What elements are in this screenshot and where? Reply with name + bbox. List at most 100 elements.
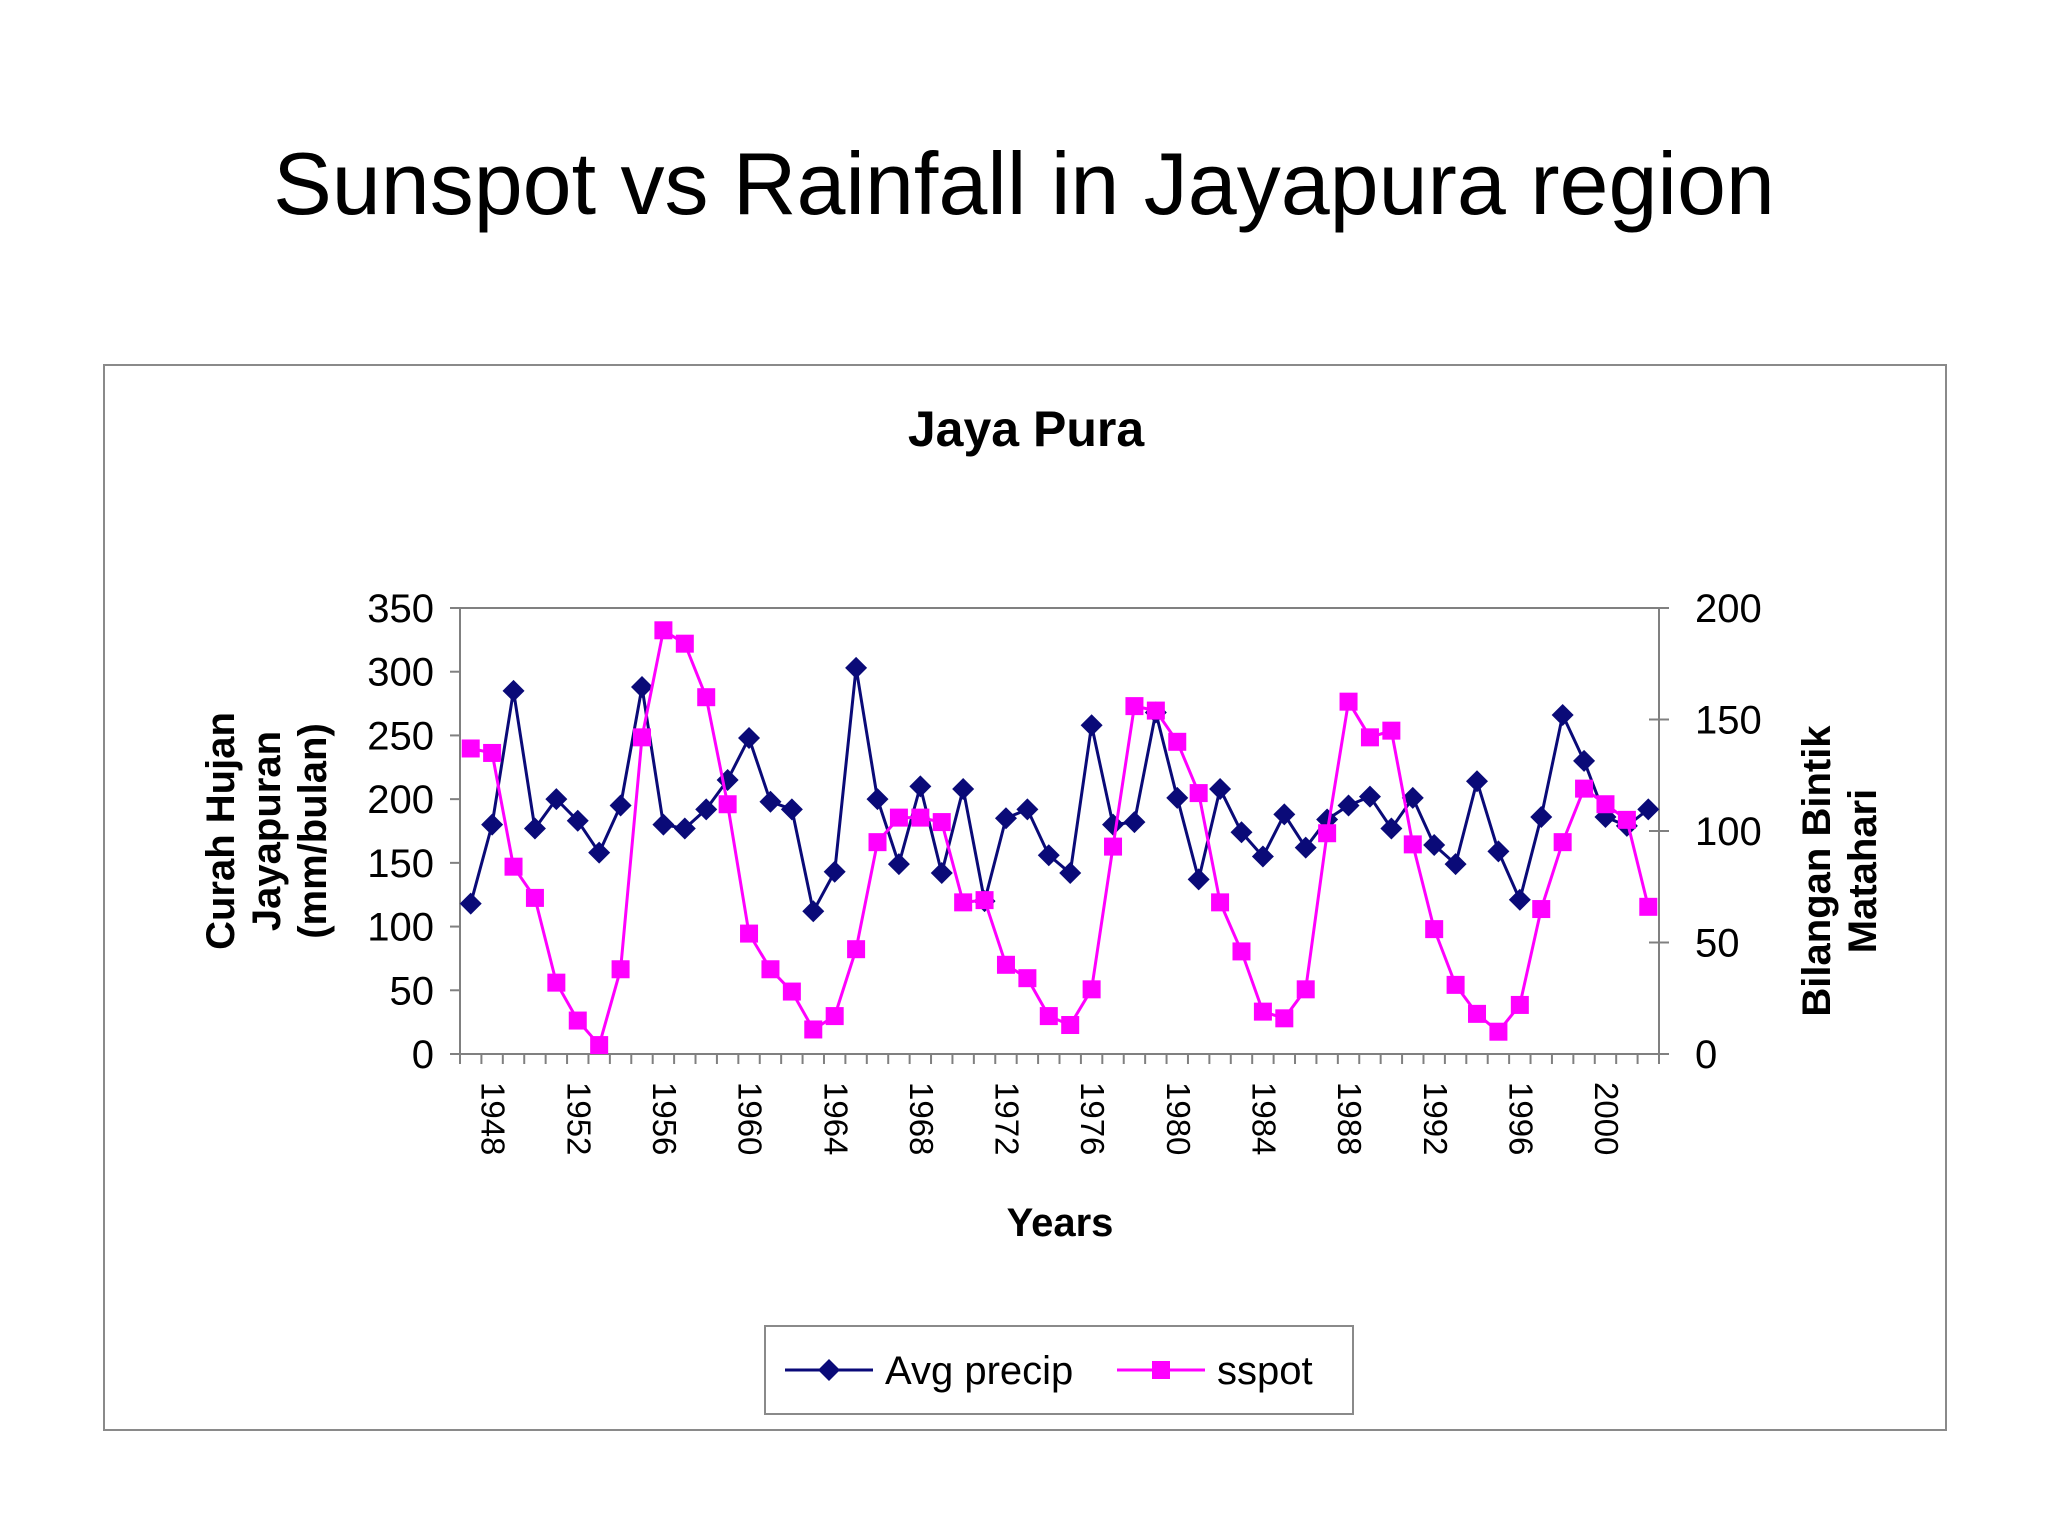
data-point: [1318, 824, 1337, 843]
legend-label: Avg precip: [885, 1349, 1073, 1393]
data-point: [1016, 798, 1039, 821]
x-tick-label: 1984: [1245, 1082, 1282, 1155]
data-point: [632, 728, 651, 747]
data-point: [1382, 721, 1401, 740]
data-point: [1018, 969, 1037, 988]
x-axis-label: Years: [1007, 1201, 1114, 1245]
data-point: [1189, 784, 1208, 803]
data-point: [1508, 888, 1531, 911]
y-tick-label: 300: [367, 651, 434, 695]
x-tick-label: 1964: [817, 1082, 854, 1155]
data-point: [1037, 844, 1060, 867]
y2-tick-label: 0: [1695, 1033, 1717, 1077]
data-point: [697, 688, 716, 707]
data-point: [1082, 980, 1101, 999]
data-point: [952, 777, 975, 800]
data-point: [740, 924, 759, 943]
data-point: [996, 955, 1015, 974]
data-point: [1489, 1022, 1508, 1041]
data-point: [525, 888, 544, 907]
data-point: [609, 794, 632, 817]
chart-frame: Jaya Pura 0 50 100 150 200 250 300 350 0 50 100 15…: [103, 364, 1947, 1431]
data-point: [1211, 893, 1230, 912]
y-axis-ticks: 0 50 100 150 200 250 300 350: [367, 587, 460, 1077]
data-point: [1596, 795, 1615, 814]
y2-tick-label: 200: [1695, 587, 1762, 631]
y-axis-label-line: Jayapuran: [245, 731, 289, 931]
y-axis-label-line: (mm/bulan): [291, 723, 335, 939]
data-point: [930, 862, 953, 885]
data-point: [825, 1007, 844, 1026]
data-point: [1061, 1016, 1080, 1035]
y-axis-label-line: Curah Hujan: [199, 712, 243, 950]
legend-item-sspot: sspot: [1117, 1349, 1313, 1393]
data-point: [954, 893, 973, 912]
data-point: [1187, 868, 1210, 891]
data-point: [911, 808, 930, 827]
data-point: [1275, 1009, 1294, 1028]
data-point: [547, 973, 566, 992]
y-tick-label: 200: [367, 778, 434, 822]
data-point: [759, 790, 782, 813]
x-axis-ticks: 1948 1952 1956 1960 1964 1968 1972 1976 1980 1984…: [459, 1054, 1660, 1155]
data-point: [1573, 749, 1596, 772]
data-point: [1401, 786, 1424, 809]
data-point: [804, 1020, 823, 1039]
data-point: [1403, 835, 1422, 854]
y2-axis-ticks: 0 50 100 150 200: [1649, 587, 1762, 1077]
data-point: [780, 798, 803, 821]
data-point: [523, 817, 546, 840]
y2-tick-label: 50: [1695, 922, 1740, 966]
data-point: [738, 726, 761, 749]
data-point: [504, 857, 523, 876]
legend: Avg precip sspot: [764, 1325, 1354, 1415]
x-tick-label: 1952: [560, 1082, 597, 1155]
data-point: [975, 891, 994, 910]
data-point: [1039, 1007, 1058, 1026]
y2-axis-label-line: Bilangan Bintik: [1795, 725, 1839, 1017]
data-point: [845, 656, 868, 679]
axes: [459, 607, 1660, 1055]
chart-svg: Jaya Pura 0 50 100 150 200 250 300 350 0 50 100 15…: [199, 401, 1885, 1415]
data-point: [1168, 732, 1187, 751]
data-point: [1360, 728, 1379, 747]
plot-border: [459, 607, 1660, 1055]
y2-axis-label: Bilangan BintikMatahari: [1795, 725, 1885, 1017]
data-point: [1468, 1004, 1487, 1023]
data-point: [1166, 786, 1189, 809]
data-point: [1423, 834, 1446, 857]
data-point: [1530, 805, 1553, 828]
data-point: [782, 982, 801, 1001]
legend-item-avg-precip: Avg precip: [785, 1349, 1073, 1393]
data-point: [889, 808, 908, 827]
y-tick-label: 350: [367, 587, 434, 631]
data-point: [1639, 897, 1658, 916]
series-layer: [459, 621, 1660, 1055]
data-point: [654, 621, 673, 640]
data-point: [1446, 975, 1465, 994]
data-point: [1551, 704, 1574, 727]
data-point: [568, 1011, 587, 1030]
x-tick-label: 1948: [475, 1082, 512, 1155]
data-point: [1358, 785, 1381, 808]
data-point: [566, 809, 589, 832]
x-tick-label: 1972: [989, 1082, 1026, 1155]
data-point: [802, 900, 825, 923]
x-tick-label: 1992: [1417, 1082, 1454, 1155]
data-point: [909, 775, 932, 798]
data-point: [1339, 692, 1358, 711]
data-point: [675, 634, 694, 653]
legend-label: sspot: [1217, 1349, 1313, 1393]
x-tick-label: 1996: [1502, 1082, 1539, 1155]
data-point: [611, 960, 630, 979]
data-point: [1637, 798, 1660, 821]
data-point: [1575, 779, 1594, 798]
data-point: [1510, 995, 1529, 1014]
data-point: [1102, 813, 1125, 836]
data-point: [545, 788, 568, 811]
data-point: [1123, 811, 1146, 834]
x-tick-label: 1968: [903, 1082, 940, 1155]
y-tick-label: 100: [367, 906, 434, 950]
series-sspot: [461, 621, 1658, 1055]
data-point: [1146, 701, 1165, 720]
